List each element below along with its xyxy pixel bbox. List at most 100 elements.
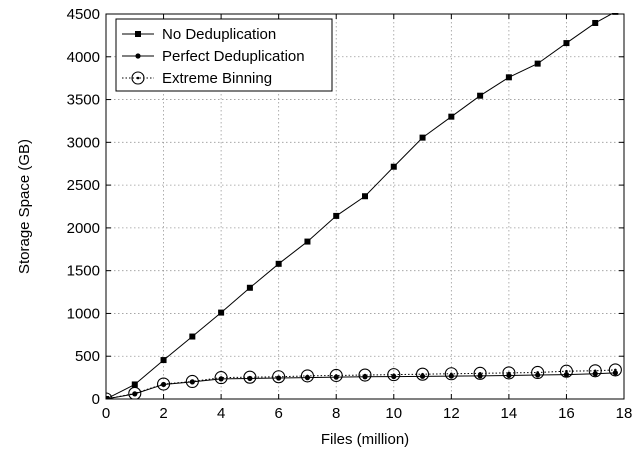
series-0-point-17 — [592, 19, 599, 26]
series-2-point-17-center — [593, 369, 597, 373]
legend-marker-1 — [135, 53, 141, 59]
x-tick-label: 12 — [443, 405, 460, 422]
y-tick-label: 1000 — [67, 305, 100, 322]
y-tick-label: 4000 — [67, 49, 100, 66]
series-2-point-14-center — [507, 371, 511, 375]
series-0-point-4 — [218, 309, 225, 316]
series-2-point-8-center — [334, 374, 338, 377]
series-2-point-1 — [128, 386, 142, 399]
series-2-point-15 — [531, 365, 545, 380]
series-0-point-9 — [362, 193, 368, 200]
series-2-point-1-center — [133, 392, 137, 395]
series-2-point-11-center — [421, 372, 424, 376]
series-2-point-11 — [416, 367, 430, 381]
legend-label-2: Extreme Binning — [162, 70, 272, 87]
x-tick-label: 16 — [558, 405, 575, 422]
series-0-point-12 — [448, 113, 455, 120]
series-2-point-6-center — [277, 375, 280, 379]
series-2-point-12 — [444, 367, 458, 381]
series-1-point-11 — [419, 373, 426, 379]
x-tick-label: 18 — [616, 405, 633, 422]
series-group — [106, 13, 622, 399]
y-tick-label: 0 — [92, 391, 100, 408]
series-2-point-3-center — [191, 380, 194, 383]
series-2-point-9 — [358, 368, 372, 382]
y-tick-label: 2000 — [67, 220, 100, 237]
y-axis-label: Storage Space (GB) — [16, 139, 33, 274]
legend-marker-2 — [131, 71, 145, 85]
legend-label-0: No Deduplication — [162, 26, 276, 43]
series-2-point-8 — [329, 368, 343, 383]
y-tick-label: 4500 — [67, 6, 100, 23]
series-1-point-18 — [612, 370, 618, 376]
x-tick-label: 0 — [102, 405, 110, 422]
x-tick-label: 10 — [385, 405, 402, 422]
series-0-point-7 — [304, 238, 311, 245]
legend-marker-center-2 — [136, 76, 140, 80]
series-2-point-13 — [473, 366, 487, 380]
series-2-point-3 — [185, 374, 199, 389]
legend-box — [115, 18, 333, 92]
series-1-point-15 — [535, 372, 541, 378]
series-1-point-16 — [563, 372, 570, 378]
series-2-point-5-center — [248, 375, 252, 379]
series-1-point-12 — [448, 373, 454, 379]
series-1 — [106, 370, 618, 399]
series-0-point-2 — [160, 357, 167, 364]
series-2-point-10-center — [392, 373, 396, 376]
series-0-point-5 — [246, 284, 253, 291]
series-0-point-10 — [390, 163, 397, 170]
series-2-point-15-center — [536, 371, 539, 374]
series-0-point-1 — [131, 381, 138, 388]
y-tick-label: 3500 — [67, 92, 100, 109]
x-tick-label: 14 — [501, 405, 518, 422]
series-2-point-7-center — [306, 374, 309, 378]
y-tick-label: 3000 — [67, 134, 100, 151]
series-1-point-10 — [391, 373, 397, 380]
series-0-point-13 — [477, 92, 484, 99]
series-1-point-17 — [592, 371, 598, 377]
legend-marker-0 — [135, 31, 141, 37]
legend-label-1: Perfect Deduplication — [162, 48, 305, 65]
series-1-point-14 — [506, 372, 512, 379]
series-0-point-6 — [275, 260, 282, 267]
x-tick-label: 8 — [332, 405, 340, 422]
series-2-point-16-center — [565, 369, 568, 373]
series-0-point-8 — [333, 212, 340, 219]
series-2-point-18-center — [614, 368, 617, 372]
series-2-point-14 — [502, 366, 516, 380]
series-2-point-4-center — [219, 376, 223, 379]
x-tick-label: 6 — [274, 405, 282, 422]
series-1-point-7 — [304, 375, 311, 381]
axis-ticks: 0 2 4 6 8 10 12 14 16 18 0 500 1000 1500 2000 2500 3000 3… — [67, 6, 633, 422]
series-0-point-14 — [505, 74, 512, 81]
x-axis-label: Files (million) — [321, 431, 409, 448]
y-tick-label: 500 — [75, 348, 100, 365]
series-2-point-17 — [588, 364, 602, 378]
series-2-point-4 — [214, 371, 228, 385]
x-tick-label: 2 — [159, 405, 167, 422]
series-0-point-11 — [419, 134, 426, 141]
series-1-point-13 — [477, 373, 483, 379]
series-2-point-7 — [300, 369, 314, 383]
series-0-point-3 — [189, 333, 196, 340]
y-tick-label: 2500 — [67, 177, 100, 194]
series-2-point-18 — [608, 363, 622, 377]
series-2-point-13-center — [478, 372, 482, 375]
legend: No Deduplication Perfect Deduplication Ext… — [115, 18, 333, 92]
series-2-point-6 — [272, 370, 286, 384]
series-2-point-2 — [157, 377, 171, 391]
series-2-point-9-center — [363, 373, 367, 377]
series-2-point-12-center — [450, 372, 453, 376]
y-tick-label: 1500 — [67, 263, 100, 280]
series-2-point-5 — [243, 370, 257, 384]
series-0-point-16 — [563, 40, 570, 47]
series-0-point-15 — [534, 60, 541, 67]
x-tick-label: 4 — [217, 405, 225, 422]
series-2-point-16 — [559, 364, 573, 378]
series-2-point-2-center — [162, 382, 165, 386]
plot-frame — [105, 13, 625, 400]
series-2 — [106, 363, 622, 399]
